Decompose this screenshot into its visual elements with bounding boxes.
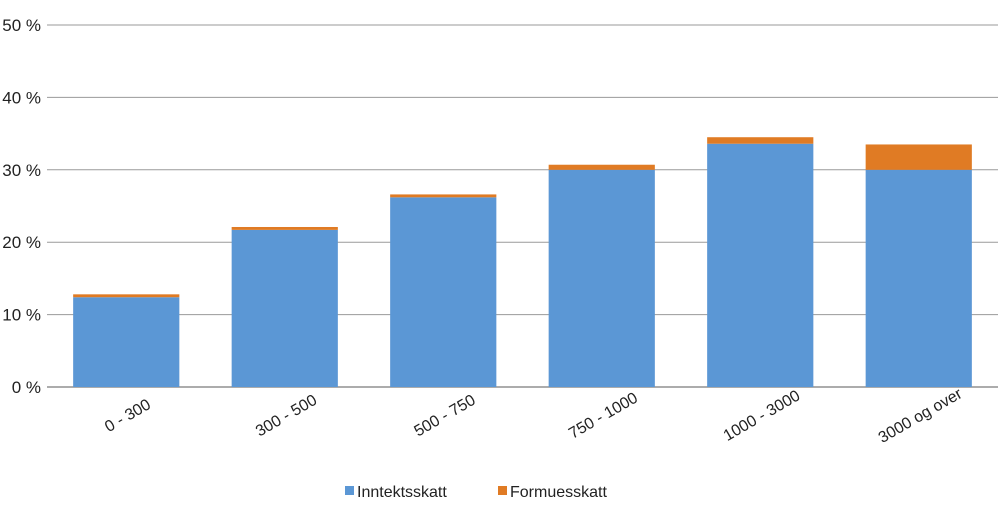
x-category-label: 500 - 750: [411, 392, 478, 441]
bar-inntektsskatt-5: [865, 169, 972, 387]
bar-inntektsskatt-2: [390, 197, 497, 387]
x-category-label: 0 - 300: [102, 396, 154, 436]
bar-inntektsskatt-3: [548, 169, 655, 387]
bar-inntektsskatt-4: [707, 143, 814, 387]
y-tick-label: 0 %: [12, 378, 41, 397]
legend-label: Formuesskatt: [510, 484, 607, 501]
legend-swatch-formuesskatt: [498, 486, 507, 495]
bar-formuesskatt-3: [548, 164, 655, 170]
bar-formuesskatt-5: [865, 144, 972, 170]
x-category-label: 750 - 1000: [566, 390, 641, 443]
bar-formuesskatt-0: [73, 294, 180, 298]
bar-formuesskatt-2: [390, 194, 497, 198]
y-gridlines: [47, 24, 998, 388]
bar-formuesskatt-4: [707, 137, 814, 144]
bar-series: [73, 137, 972, 387]
bar-inntektsskatt-0: [73, 297, 180, 387]
legend-label: Inntektsskatt: [357, 484, 447, 501]
bar-inntektsskatt-1: [231, 229, 338, 387]
y-tick-label: 50 %: [2, 16, 41, 35]
legend: Inntektsskatt Formuesskatt: [345, 484, 607, 501]
x-axis-category-labels: 0 - 300 300 - 500 500 - 750 750 - 1000 1000 …: [102, 385, 966, 447]
bar-formuesskatt-1: [231, 226, 338, 230]
legend-swatch-inntektsskatt: [345, 486, 354, 495]
y-tick-label: 20 %: [2, 233, 41, 252]
y-tick-label: 30 %: [2, 161, 41, 180]
x-category-label: 3000 og over: [876, 385, 966, 447]
x-category-label: 300 - 500: [253, 392, 320, 441]
y-tick-label: 40 %: [2, 88, 41, 107]
y-tick-label: 10 %: [2, 306, 41, 325]
x-category-label: 1000 - 3000: [721, 387, 804, 444]
y-axis-tick-labels: 0 % 10 % 20 % 30 % 40 % 50 %: [2, 16, 41, 397]
